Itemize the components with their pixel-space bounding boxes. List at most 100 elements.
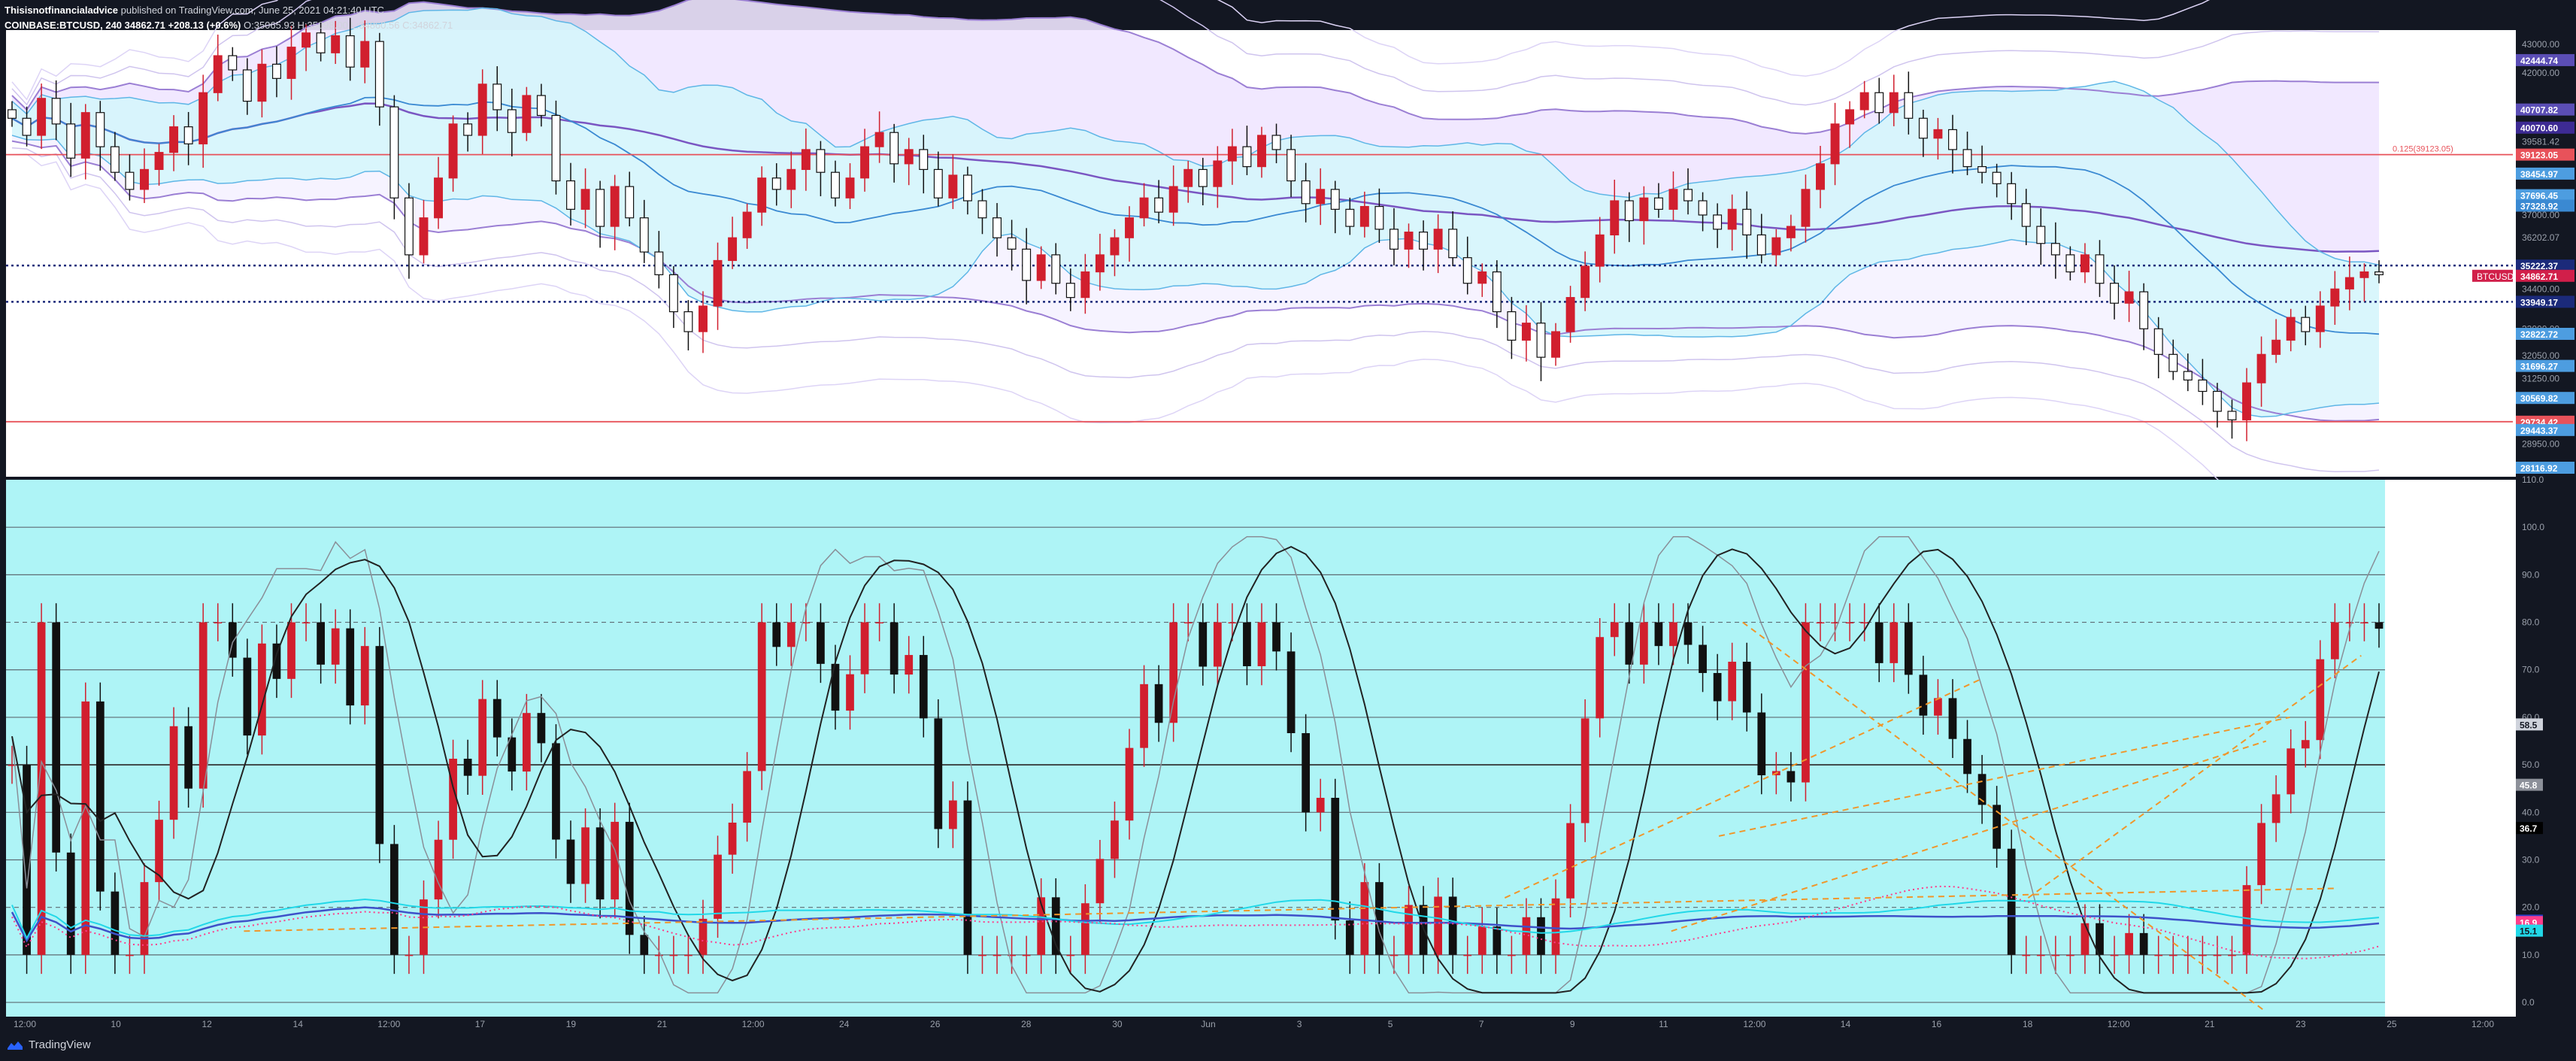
oscillator-candle[interactable]	[1140, 684, 1148, 748]
candle[interactable]	[140, 168, 149, 190]
oscillator-candle[interactable]	[1463, 954, 1472, 956]
candle[interactable]	[404, 197, 414, 256]
candle[interactable]	[154, 152, 164, 170]
candle[interactable]	[993, 217, 1002, 238]
oscillator-candle[interactable]	[1845, 622, 1854, 624]
oscillator-candle[interactable]	[581, 827, 589, 884]
candle[interactable]	[683, 311, 693, 332]
candle[interactable]	[2374, 271, 2384, 275]
oscillator-candle[interactable]	[949, 800, 957, 829]
candle[interactable]	[1845, 109, 1855, 125]
oscillator-candle[interactable]	[1890, 622, 1899, 663]
candle[interactable]	[1213, 160, 1223, 187]
oscillator-candle[interactable]	[155, 820, 163, 883]
candle[interactable]	[742, 211, 752, 238]
candle[interactable]	[1565, 297, 1575, 332]
trend-line[interactable]	[1504, 678, 1981, 899]
oscillator-candle[interactable]	[1742, 662, 1751, 713]
oscillator-candle[interactable]	[243, 657, 252, 736]
oscillator-candle[interactable]	[1051, 897, 1060, 955]
oscillator-candle[interactable]	[1066, 954, 1075, 956]
oscillator-candle[interactable]	[1580, 718, 1590, 823]
oscillator-candle[interactable]	[66, 852, 75, 955]
candle[interactable]	[977, 200, 987, 219]
oscillator-candle[interactable]	[214, 622, 223, 624]
oscillator-candle[interactable]	[492, 699, 502, 738]
candle[interactable]	[1653, 197, 1663, 210]
candle[interactable]	[801, 149, 811, 170]
oscillator-candle[interactable]	[81, 701, 90, 955]
candle[interactable]	[1992, 171, 2002, 184]
candle[interactable]	[1110, 237, 1120, 256]
candle[interactable]	[757, 177, 767, 213]
candle[interactable]	[448, 123, 458, 179]
candle[interactable]	[507, 109, 517, 133]
oscillator-pane[interactable]	[6, 480, 2516, 1017]
oscillator-candle[interactable]	[2036, 954, 2045, 956]
candle[interactable]	[8, 109, 17, 119]
candle[interactable]	[1580, 265, 1590, 299]
candle[interactable]	[1962, 149, 1972, 168]
oscillator-candle[interactable]	[1802, 622, 1810, 783]
candle[interactable]	[771, 177, 781, 190]
oscillator-candle[interactable]	[817, 622, 825, 664]
candle[interactable]	[2095, 254, 2105, 284]
candle[interactable]	[816, 149, 826, 173]
candle[interactable]	[1668, 189, 1678, 210]
oscillator-candle[interactable]	[111, 891, 120, 955]
oscillator-candle[interactable]	[1183, 622, 1193, 624]
oscillator-candle[interactable]	[1963, 738, 1971, 775]
oscillator-candle[interactable]	[1434, 896, 1442, 955]
oscillator-candle[interactable]	[1757, 712, 1766, 776]
candle[interactable]	[1345, 208, 1355, 227]
candle[interactable]	[1448, 229, 1458, 259]
candle[interactable]	[2183, 371, 2193, 380]
candle[interactable]	[1022, 248, 1032, 281]
candle[interactable]	[2110, 283, 2120, 304]
oscillator-candle[interactable]	[905, 655, 914, 675]
candle[interactable]	[713, 259, 723, 307]
oscillator-candle[interactable]	[1919, 674, 1928, 716]
candle[interactable]	[830, 171, 840, 199]
candle[interactable]	[2153, 328, 2163, 355]
oscillator-candle[interactable]	[934, 718, 943, 829]
candle[interactable]	[360, 41, 370, 68]
oscillator-candle[interactable]	[537, 713, 546, 744]
candle[interactable]	[1933, 129, 1943, 139]
oscillator-candle[interactable]	[2110, 954, 2119, 956]
oscillator-candle[interactable]	[1375, 882, 1383, 955]
candle[interactable]	[639, 217, 649, 253]
candle[interactable]	[199, 92, 208, 144]
candle[interactable]	[2139, 291, 2149, 329]
candle[interactable]	[551, 114, 561, 182]
candle[interactable]	[1859, 92, 1869, 111]
oscillator-candle[interactable]	[2007, 848, 2016, 955]
candle[interactable]	[434, 177, 444, 219]
oscillator-candle[interactable]	[23, 765, 31, 955]
oscillator-candle[interactable]	[1405, 905, 1413, 955]
oscillator-candle[interactable]	[1169, 622, 1178, 723]
oscillator-candle[interactable]	[1639, 622, 1648, 665]
candle[interactable]	[95, 112, 105, 147]
candle[interactable]	[2050, 243, 2060, 256]
oscillator-candle[interactable]	[2213, 954, 2222, 956]
candle[interactable]	[125, 171, 135, 190]
oscillator-candle[interactable]	[1213, 622, 1222, 667]
oscillator-candle[interactable]	[95, 701, 105, 892]
oscillator-candle[interactable]	[1596, 637, 1605, 719]
candle[interactable]	[286, 47, 296, 79]
candle[interactable]	[302, 32, 311, 48]
candle[interactable]	[1065, 283, 1075, 299]
symbol-name[interactable]: COINBASE:BTCUSD, 240	[5, 20, 123, 31]
oscillator-candle[interactable]	[331, 628, 340, 665]
candle[interactable]	[2168, 353, 2178, 372]
oscillator-candle[interactable]	[1831, 622, 1839, 624]
candle[interactable]	[1257, 135, 1266, 168]
candle[interactable]	[1095, 254, 1105, 273]
oscillator-candle[interactable]	[2374, 622, 2384, 629]
candle[interactable]	[2286, 317, 2296, 341]
oscillator-candle[interactable]	[1080, 903, 1089, 955]
oscillator-candle[interactable]	[1625, 622, 1634, 665]
oscillator-candle[interactable]	[978, 954, 986, 956]
